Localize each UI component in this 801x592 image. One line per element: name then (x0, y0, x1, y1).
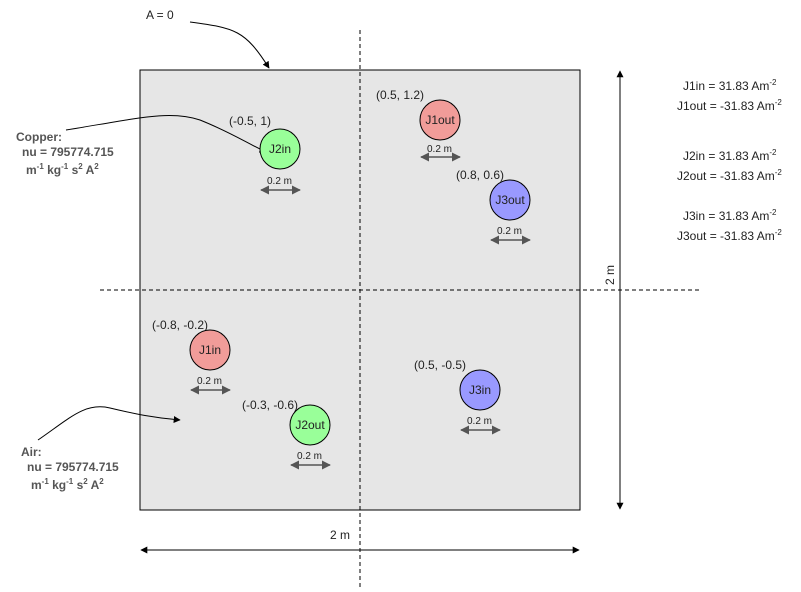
air-units: m-1 kg-1 s2 A2 (31, 477, 104, 492)
conductor-name: J3in (469, 383, 491, 397)
air-nu: nu = 795774.715 (27, 460, 119, 474)
width-dimension-label: 2 m (330, 528, 350, 542)
coord-label: (0.5, -0.5) (414, 358, 466, 372)
size-label: 0.2 m (267, 176, 292, 187)
conductor-name: J3out (495, 193, 525, 207)
conductor-circle (289, 404, 331, 446)
height-dimension-label: 2 m (603, 265, 617, 285)
size-label: 0.2 m (467, 416, 492, 427)
copper-arrow (65, 114, 267, 153)
coord-label: (0.8, 0.6) (456, 168, 504, 182)
conductor-j3out: (0.8, 0.6) J3out 0.2 m (456, 168, 531, 245)
coord-label: (-0.8, -0.2) (152, 318, 208, 332)
conductor-circle (189, 329, 231, 371)
size-label: 0.2 m (297, 451, 322, 462)
j3out-density: J3out = -31.83 Am-2 (677, 228, 782, 243)
j3in-density: J3in = 31.83 Am-2 (683, 208, 777, 223)
air-title: Air: (21, 445, 42, 459)
copper-material-label: Copper: nu = 795774.715 m-1 kg-1 s2 A2 (16, 130, 114, 177)
conductor-j1out: (0.5, 1.2) J1out 0.2 m (376, 88, 461, 162)
air-material-label: Air: nu = 795774.715 m-1 kg-1 s2 A2 (21, 445, 119, 492)
conductor-name: J1in (199, 343, 221, 357)
air-arrow (37, 406, 181, 441)
coord-label: (-0.5, 1) (229, 114, 271, 128)
j2in-density: J2in = 31.83 Am-2 (683, 148, 777, 163)
conductor-j2out: (-0.3, -0.6) J2out 0.2 m (242, 398, 331, 470)
copper-title: Copper: (16, 130, 62, 144)
current-density-list: J1in = 31.83 Am-2 J1out = -31.83 Am-2 J2… (677, 78, 782, 243)
conductor-j2in: (-0.5, 1) J2in 0.2 m (229, 114, 301, 195)
j1in-density: J1in = 31.83 Am-2 (683, 78, 777, 93)
conductor-j1in: (-0.8, -0.2) J1in 0.2 m (152, 318, 231, 395)
boundary-label: A = 0 (146, 8, 174, 22)
size-label: 0.2 m (497, 226, 522, 237)
conductor-name: J2in (269, 142, 291, 156)
conductor-j3in: (0.5, -0.5) J3in 0.2 m (414, 358, 501, 435)
conductor-name: J1out (425, 113, 455, 127)
j2out-density: J2out = -31.83 Am-2 (677, 168, 782, 183)
size-label: 0.2 m (427, 144, 452, 155)
boundary-arrow (189, 21, 270, 69)
conductor-circle (259, 128, 301, 170)
coord-label: (-0.3, -0.6) (242, 398, 298, 412)
coord-label: (0.5, 1.2) (376, 88, 424, 102)
conductor-name: J2out (295, 418, 325, 432)
conductor-circle (459, 369, 501, 411)
conductor-circle (489, 179, 531, 221)
copper-units: m-1 kg-1 s2 A2 (26, 162, 99, 177)
j1out-density: J1out = -31.83 Am-2 (677, 98, 782, 113)
size-label: 0.2 m (197, 376, 222, 387)
conductor-circle (419, 99, 461, 141)
copper-nu: nu = 795774.715 (22, 145, 114, 159)
